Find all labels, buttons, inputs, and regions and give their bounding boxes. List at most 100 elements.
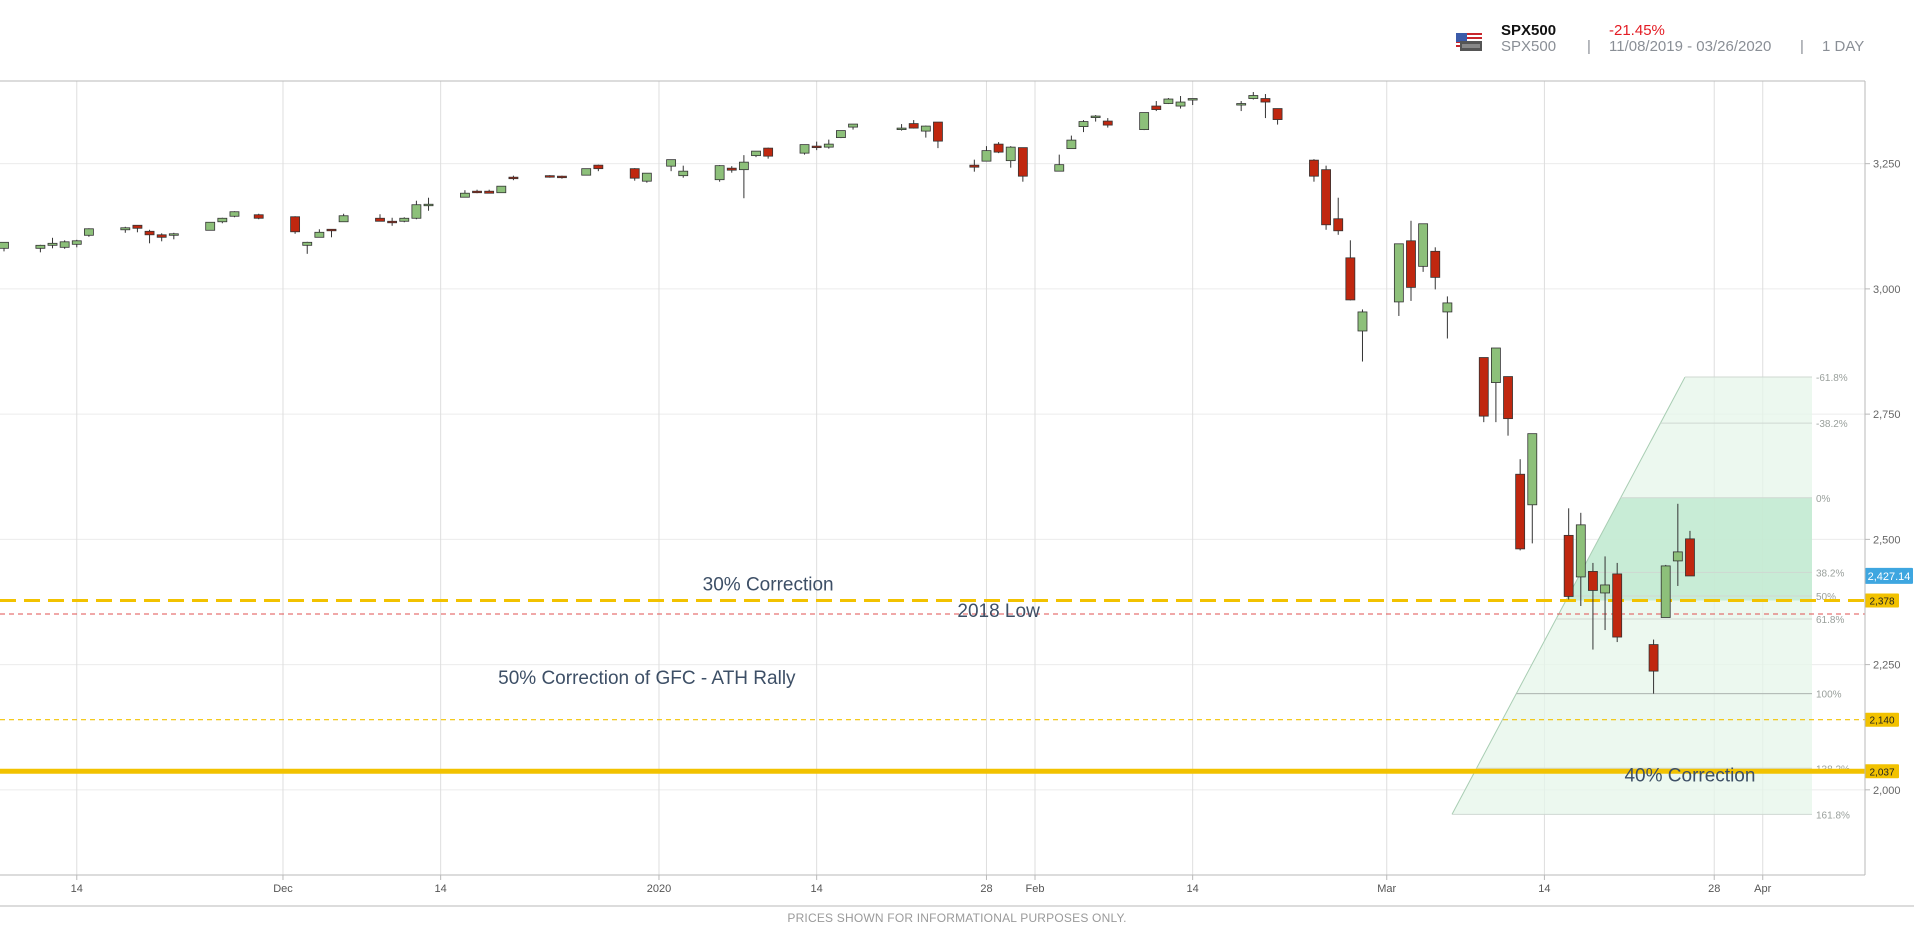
y-tick-label: 2,250 — [1873, 660, 1901, 672]
candle-up — [1236, 103, 1247, 106]
candle-up — [836, 130, 846, 139]
candle-up — [751, 150, 761, 157]
us-flag-icon — [1456, 33, 1482, 51]
fib-level-label: 100% — [1816, 690, 1842, 701]
x-tick-label: 28 — [980, 883, 992, 895]
candle-down — [1151, 105, 1162, 110]
x-tick-label: Dec — [273, 883, 293, 895]
candle-down — [557, 175, 567, 179]
candle-down — [629, 168, 640, 179]
candle-up — [1005, 146, 1016, 162]
candle-up — [1078, 121, 1089, 127]
candle-down — [290, 216, 301, 233]
level-badge-label: 2,037 — [1869, 767, 1894, 778]
candle-up — [460, 192, 470, 198]
candle-down — [1430, 250, 1441, 278]
candle-up — [1090, 115, 1101, 118]
candle-up — [981, 150, 992, 162]
fib-level-label: 0% — [1816, 494, 1831, 505]
period-label: 1 DAY — [1822, 38, 1865, 55]
fib-level-label: 50% — [1816, 592, 1836, 603]
candle-up — [823, 143, 834, 148]
candle-up — [423, 203, 434, 207]
candle-up — [1490, 347, 1501, 383]
x-tick-label: Apr — [1754, 883, 1771, 895]
candle-up — [71, 240, 82, 245]
x-tick-label: Feb — [1026, 883, 1045, 895]
level-badge — [1865, 712, 1899, 727]
candle-down — [993, 143, 1004, 153]
candle-up — [678, 170, 689, 177]
candle-down — [763, 147, 774, 157]
candle-down — [144, 230, 155, 236]
candle-up — [1248, 95, 1259, 99]
instrument-symbol: SPX500 — [1501, 22, 1557, 39]
chart-annotation: 30% Correction — [703, 574, 834, 595]
candle-down — [1272, 108, 1283, 120]
candle-down — [253, 214, 264, 219]
candle-up — [738, 161, 749, 171]
candle-down — [1321, 169, 1331, 226]
y-tick-label: 2,750 — [1873, 409, 1901, 421]
level-badge-label: 2,378 — [1869, 596, 1894, 607]
candle-down — [1406, 240, 1416, 288]
candle-up — [1442, 302, 1453, 313]
candle-up — [581, 168, 592, 176]
x-tick-label: 14 — [811, 883, 823, 895]
current-price-label: 2,427.14 — [1868, 571, 1911, 583]
candle-down — [1612, 573, 1623, 638]
level-badge — [1865, 593, 1899, 608]
candle-up — [205, 221, 216, 231]
candle-down — [387, 220, 398, 224]
candle-up — [1066, 139, 1077, 150]
candle-up — [666, 159, 677, 167]
candle-up — [1660, 565, 1671, 618]
level-badge — [1865, 764, 1899, 779]
candle-up — [641, 172, 652, 182]
x-tick-label: 14 — [1187, 883, 1199, 895]
candle-up — [59, 241, 70, 248]
percent-change: -21.45% — [1609, 22, 1665, 39]
candle-up — [848, 123, 858, 128]
candle-up — [399, 217, 410, 222]
candle-up — [0, 241, 9, 249]
fib-level-label: -38.2% — [1816, 419, 1848, 430]
y-tick-label: 2,500 — [1873, 534, 1901, 546]
candle-up — [1527, 433, 1538, 506]
candle-up — [1393, 243, 1404, 303]
candle-up — [1054, 164, 1065, 172]
candle-down — [1515, 473, 1526, 550]
candle-up — [35, 244, 46, 249]
candle-up — [411, 204, 422, 219]
candle-up — [168, 233, 179, 236]
candle-down — [484, 190, 495, 194]
candle-up — [799, 144, 810, 154]
candle-up — [314, 231, 325, 238]
candle-down — [1345, 257, 1356, 301]
candle-down — [508, 176, 519, 180]
candle-down — [544, 175, 555, 178]
candle-down — [1260, 98, 1271, 103]
candle-up — [920, 125, 931, 132]
current-price-badge — [1865, 567, 1913, 584]
candle-up — [1357, 311, 1368, 332]
candles — [0, 92, 1695, 694]
level-badge-label: 2,140 — [1869, 716, 1894, 727]
candle-down — [132, 224, 143, 229]
candle-down — [969, 164, 980, 168]
y-tick-label: 2,000 — [1873, 785, 1901, 797]
candle-up — [1187, 98, 1198, 101]
horizontal-levels: 2,378 2,140 2,037 2,427.14 — [0, 567, 1913, 779]
candle-down — [1309, 159, 1319, 177]
candle-up — [1600, 584, 1610, 594]
candle-down — [1563, 534, 1574, 597]
candle-down — [1478, 357, 1489, 417]
chart-annotation: 40% Correction — [1624, 765, 1755, 786]
candle-up — [84, 228, 94, 236]
candle-up — [1418, 223, 1429, 267]
instrument-subsymbol: SPX500 — [1501, 38, 1557, 55]
candle-up — [338, 215, 349, 223]
fib-level-label: -61.8% — [1816, 373, 1848, 384]
candle-up — [302, 241, 313, 246]
